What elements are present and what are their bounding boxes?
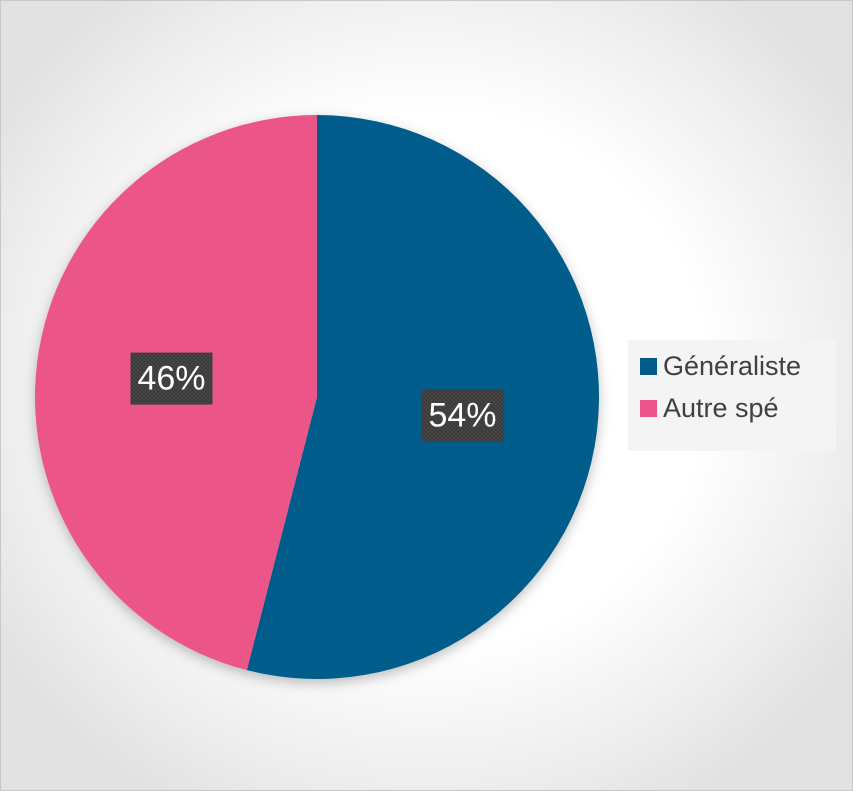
legend-swatch-autre-spe xyxy=(640,399,657,417)
legend: Généraliste Autre spé xyxy=(628,340,836,451)
data-label-box-autre-spe xyxy=(130,352,213,405)
data-label-box-generaliste xyxy=(421,389,504,442)
legend-item-autre-spe: Autre spé xyxy=(640,392,836,423)
legend-swatch-generaliste xyxy=(640,357,657,375)
data-label-generaliste: 54% xyxy=(421,389,504,442)
data-label-text-autre-spe: 46% xyxy=(137,360,205,398)
pie-data-labels: 54% 46% xyxy=(130,352,504,442)
data-label-autre-spe: 46% xyxy=(130,352,213,405)
legend-label-generaliste: Généraliste xyxy=(663,350,802,381)
pie-slices xyxy=(35,114,600,679)
legend-item-generaliste: Généraliste xyxy=(640,350,836,381)
legend-label-autre-spe: Autre spé xyxy=(663,392,779,423)
data-label-text-generaliste: 54% xyxy=(428,396,496,434)
